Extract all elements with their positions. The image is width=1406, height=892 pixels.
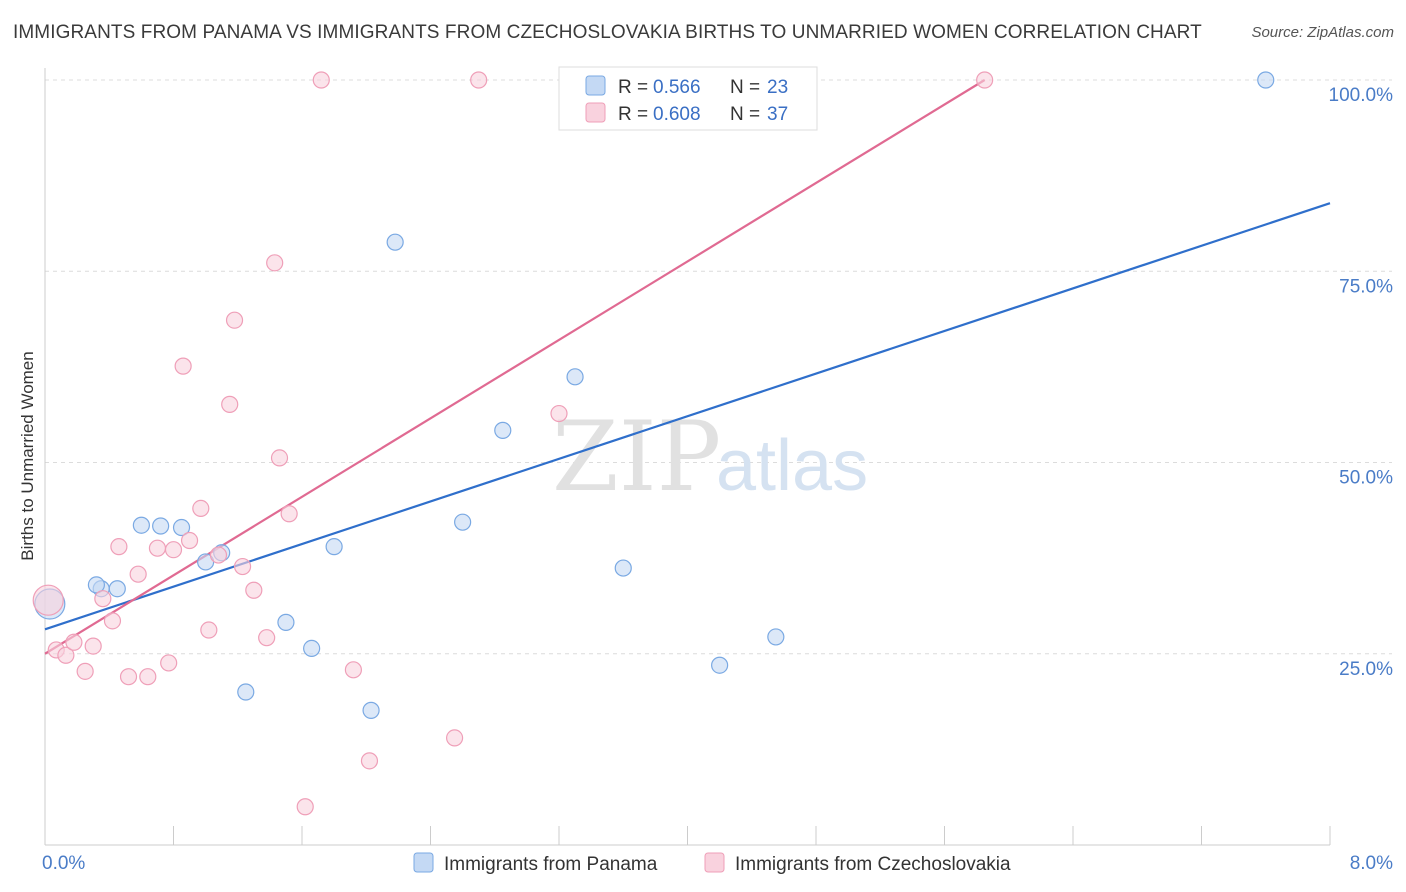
grid-lines [45,79,1392,655]
point-czech [103,612,122,630]
point-czech [312,71,330,89]
point-czech [94,590,112,608]
point-czech [148,539,167,557]
point-panama [454,513,472,531]
point-czech [233,557,252,576]
point-panama [108,580,126,598]
point-czech [76,662,94,680]
source-credit: Source: ZipAtlas.com [1251,24,1394,41]
watermark-atlas: atlas [716,426,868,506]
point-czech [192,499,210,517]
legend-r-label-panama: R = [618,77,648,98]
watermark-zip: ZIP [552,401,721,513]
point-czech [180,531,199,550]
point-panama [87,576,106,594]
top-legend: R = 0.566 N = 23 R = 0.608 N = 37 [558,66,818,131]
bottom-legend-label-panama: Immigrants from Panama [444,854,658,875]
point-panama [767,628,785,646]
point-panama [566,368,584,386]
trend-line-panama [44,202,1331,631]
point-czech [200,621,218,639]
legend-r-label-czech: R = [618,104,648,125]
point-czech [245,581,263,599]
point-czech [164,541,183,559]
point-czech [976,71,994,89]
y-axis-title: Births to Unmarried Women [18,351,37,560]
point-panama [362,701,380,719]
point-panama [237,683,255,701]
point-czech [344,661,362,679]
legend-r-value-czech: 0.608 [653,104,701,125]
bottom-legend-label-czech: Immigrants from Czechoslovakia [735,854,1011,875]
point-czech [360,752,379,770]
point-panama [172,518,191,537]
point-czech [258,629,276,647]
point-panama [132,516,150,534]
legend-n-label-panama: N = [730,77,760,98]
point-panama [325,538,343,556]
point-czech [270,449,289,467]
point-panama [386,233,404,251]
axes [44,68,1331,846]
point-panama [152,517,170,535]
legend-n-value-panama: 23 [767,77,788,98]
point-panama [494,421,512,439]
point-czech [119,668,138,686]
point-czech [266,254,284,272]
point-czech [129,565,147,583]
y-tick-label-75: 75.0% [1339,276,1393,297]
chart-title: IMMIGRANTS FROM PANAMA VS IMMIGRANTS FRO… [13,22,1202,43]
point-czech [57,646,75,664]
legend-n-value-czech: 37 [767,104,788,125]
point-czech [280,505,298,523]
x-tick-min: 0.0% [42,853,85,874]
point-czech [160,654,178,672]
point-czech [225,311,244,329]
point-panama [277,613,295,631]
point-czech [296,798,314,816]
point-czech [445,729,464,747]
bottom-legend-swatch-panama [413,852,434,873]
legend-swatch-panama [585,75,606,96]
point-panama [711,656,729,674]
point-czech [221,395,239,413]
legend-r-value-panama: 0.566 [653,77,701,98]
x-tick-max: 8.0% [1350,853,1393,874]
point-czech [84,637,102,655]
point-czech [550,404,568,423]
bottom-legend-swatch-czech [704,852,725,873]
point-czech [65,633,83,651]
point-panama [614,559,632,577]
point-panama [1257,71,1275,89]
point-czech [139,668,157,686]
legend-n-label-czech: N = [730,104,760,125]
y-tick-label-100: 100.0% [1329,85,1394,106]
point-czech [32,584,64,616]
y-tick-label-50: 50.0% [1339,468,1393,489]
data-points [32,71,1275,816]
y-tick-labels: 25.0% 50.0% 75.0% 100.0% [1329,85,1394,680]
point-czech [209,546,228,564]
point-czech [174,357,192,375]
bottom-legend: Immigrants from Panama Immigrants from C… [413,852,1011,875]
y-tick-label-25: 25.0% [1339,659,1393,680]
legend-swatch-czech [585,102,606,123]
point-czech [110,538,128,556]
point-panama [303,639,321,657]
point-czech [470,71,488,89]
